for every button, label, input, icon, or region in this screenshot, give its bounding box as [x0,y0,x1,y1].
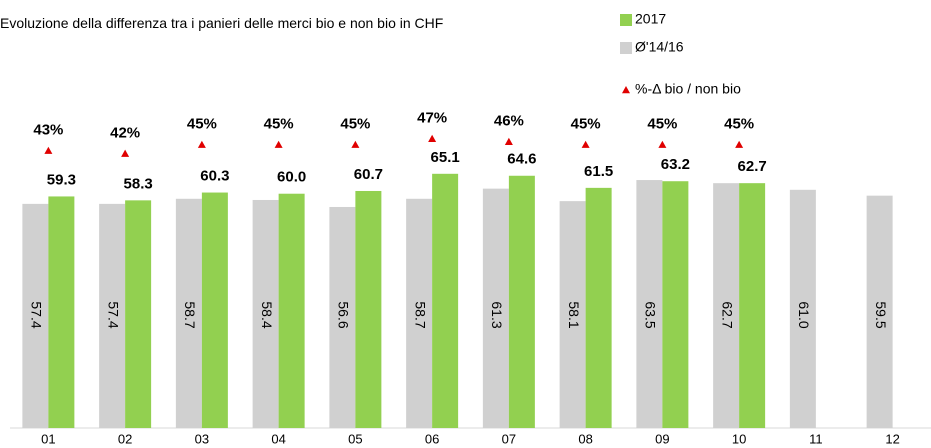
bar [278,193,305,428]
value-label: 43% [33,122,63,139]
value-label: 58.1 [566,301,582,328]
bar [22,203,49,428]
bar [406,198,433,428]
x-tick-label: 11 [809,431,823,446]
value-label: 60.0 [277,169,306,186]
marker [428,134,437,142]
marker [197,140,206,148]
bar [355,190,382,428]
value-label: 45% [724,116,754,133]
value-label: 61.5 [584,163,613,180]
value-label: 42% [110,125,140,142]
legend-swatch [620,42,632,54]
x-tick-label: 03 [195,431,209,446]
x-tick-label: 09 [655,431,669,446]
bar [48,196,75,428]
value-label: 61.0 [796,301,812,328]
value-label: 45% [647,116,677,133]
bar [662,181,689,428]
bar [559,201,586,428]
x-tick-label: 04 [271,431,285,446]
value-label: 62.7 [719,301,735,328]
bar [125,200,152,428]
x-tick-label: 05 [348,431,362,446]
bar [201,192,228,428]
value-label: 57.4 [29,301,45,328]
marker [735,140,744,148]
value-label: 61.3 [489,301,505,328]
value-label: 59.5 [873,301,889,328]
marker [44,146,53,154]
value-label: 45% [340,116,370,133]
value-label: 58.3 [124,175,153,192]
x-tick-label: 12 [885,431,899,446]
x-tick-label: 10 [732,431,746,446]
marker [274,140,283,148]
bar [432,173,459,428]
x-tick-label: 08 [578,431,592,446]
marker [121,149,130,157]
value-label: 45% [571,116,601,133]
value-label: 57.4 [105,301,121,328]
bar [252,199,279,428]
value-label: 56.6 [336,301,352,328]
x-tick-label: 07 [502,431,516,446]
legend-label: %-Δ bio / non bio [635,81,741,97]
chart-title: Evoluzione della differenza tra i panier… [0,15,444,31]
bar [329,206,356,428]
marker [658,140,667,148]
value-label: 60.3 [200,168,229,185]
marker [351,140,360,148]
value-label: 46% [494,113,524,130]
value-label: 58.4 [259,301,275,328]
bar [175,198,202,428]
marker [504,137,513,145]
legend-label: Ø'14/16 [635,39,684,55]
value-label: 47% [417,110,447,127]
x-tick-label: 02 [118,431,132,446]
value-label: 63.2 [661,156,690,173]
marker [581,140,590,148]
x-tick-label: 06 [425,431,439,446]
value-label: 64.6 [507,151,536,168]
bar [713,183,740,428]
bar [99,203,126,428]
value-label: 63.5 [643,301,659,328]
value-label: 60.7 [354,166,383,183]
value-label: 58.7 [182,301,198,328]
legend-marker [622,86,630,94]
value-label: 62.7 [738,158,767,175]
legend-swatch [620,14,632,26]
bar [585,187,612,428]
legend-label: 2017 [635,11,666,27]
bar [636,180,663,428]
bar [866,195,893,428]
bar [739,183,766,428]
value-label: 65.1 [431,149,460,166]
bar [789,189,816,428]
x-tick-label: 01 [41,431,55,446]
value-label: 45% [187,116,217,133]
bar [482,188,509,428]
value-label: 45% [264,116,294,133]
bar [508,175,535,428]
value-label: 59.3 [47,171,76,188]
value-label: 58.7 [412,301,428,328]
